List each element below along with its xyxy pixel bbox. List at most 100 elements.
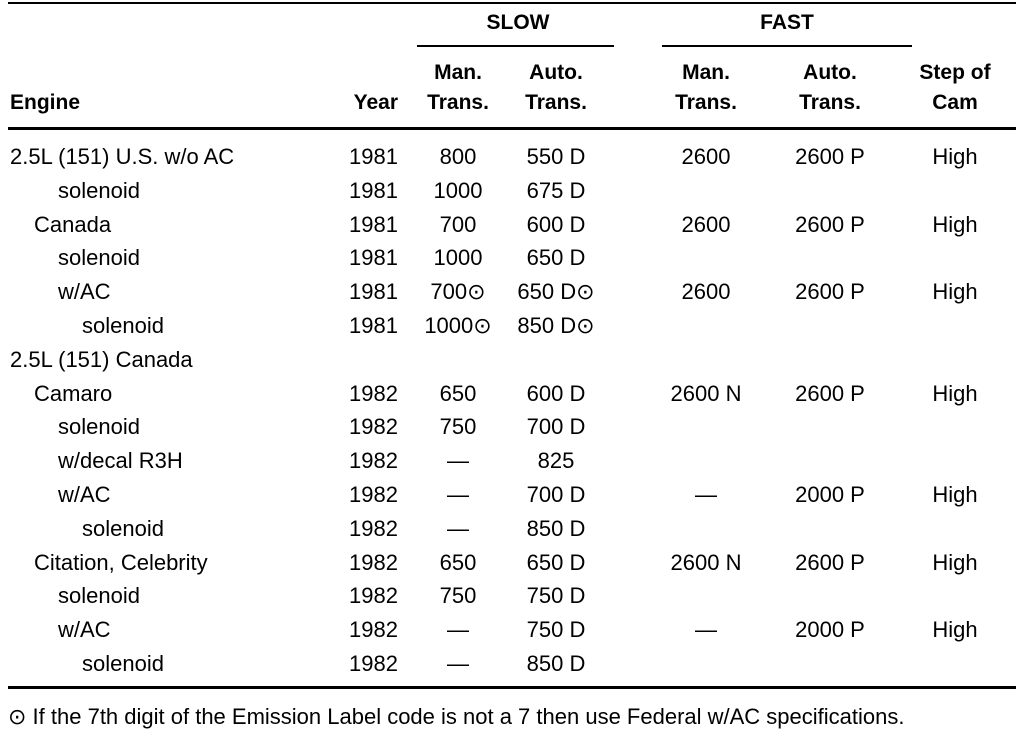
cell: 1982 [349, 617, 398, 643]
cell: 2000 P [795, 617, 865, 643]
cell: 2.5L (151) Canada [10, 346, 193, 372]
cell: 1982 [349, 482, 398, 507]
cell: Canada [34, 211, 112, 237]
cell: solenoid [82, 651, 164, 676]
cell: solenoid [82, 515, 164, 541]
group-header: FAST [760, 11, 814, 34]
cell: 1000 [433, 177, 483, 203]
cell: High [932, 380, 978, 406]
cell: 1981 [349, 245, 398, 271]
cell: 1982 [349, 651, 398, 676]
cell: 2600 P [795, 279, 865, 305]
cell: solenoid [58, 583, 140, 609]
column-header: Trans. [427, 91, 489, 114]
cell: 1982 [349, 380, 398, 406]
cell: 675 D [526, 177, 586, 203]
cell: 2000 P [795, 482, 865, 507]
cell: 1981 [349, 144, 398, 169]
cell: w/AC [58, 482, 111, 507]
cell: 800 [439, 144, 477, 169]
cell: High [932, 211, 978, 237]
cell: — [447, 515, 469, 541]
column-header: Trans. [675, 91, 737, 114]
cell: 600 D [526, 380, 586, 406]
cell: 600 D [526, 211, 586, 237]
bottom-rule [8, 686, 1016, 689]
cell: High [932, 549, 978, 575]
group-header: SLOW [486, 11, 550, 34]
cell: 750 [439, 583, 477, 609]
cell: 700 D [526, 414, 586, 440]
cell: 1982 [349, 448, 398, 474]
cell: — [695, 482, 717, 507]
top-rule [8, 2, 1016, 4]
cell: 2600 [681, 211, 731, 237]
cell: 1981 [349, 177, 398, 203]
cell: 850 D [526, 515, 586, 541]
cell: 2600 N [670, 380, 742, 406]
cell: w/decal R3H [58, 448, 183, 474]
column-header: Man. [682, 61, 730, 84]
cell: 2.5L (151) U.S. w/o AC [10, 144, 235, 169]
cell: 2600 P [795, 380, 865, 406]
cell: 1981 [349, 313, 398, 338]
cell: — [447, 482, 469, 507]
cell: High [932, 144, 978, 169]
cell: 1000 [433, 245, 483, 271]
cell: 700 [439, 211, 477, 237]
column-header: Trans. [799, 91, 861, 114]
cell: 2600 P [795, 211, 865, 237]
cell: 1982 [349, 549, 398, 575]
cell: 1982 [349, 515, 398, 541]
cell: 1982 [349, 414, 398, 440]
column-header: Man. [434, 61, 482, 84]
cell: 1000⊙ [424, 313, 492, 338]
column-header: Engine [10, 91, 81, 114]
header-rule [8, 127, 1016, 130]
cell: 750 [439, 414, 477, 440]
cell: 700⊙ [430, 279, 486, 305]
cell: — [447, 651, 469, 676]
cell: 550 D [526, 144, 586, 169]
cell: High [932, 482, 978, 507]
column-header: Auto. [803, 61, 857, 84]
cell: 1981 [349, 211, 398, 237]
cell: solenoid [58, 414, 140, 440]
cell: Citation, Celebrity [34, 549, 208, 575]
cell: 1982 [349, 583, 398, 609]
cell: w/AC [58, 279, 111, 305]
cell: — [695, 617, 717, 643]
cell: 700 D [526, 482, 586, 507]
slow-rule [417, 45, 614, 47]
cell: 2600 P [795, 549, 865, 575]
cell: 650 D⊙ [517, 279, 595, 305]
cell: High [932, 279, 978, 305]
column-header: Step of [919, 61, 991, 84]
cell: solenoid [58, 245, 140, 271]
cell: Camaro [34, 380, 113, 406]
cell: 650 [439, 380, 477, 406]
cell: 750 D [526, 617, 586, 643]
cell: w/AC [58, 617, 111, 643]
column-header: Trans. [525, 91, 587, 114]
fast-rule [662, 45, 912, 47]
footnote: ⊙ If the 7th digit of the Emission Label… [8, 704, 905, 729]
cell: solenoid [82, 313, 164, 338]
cell: 2600 P [795, 144, 865, 169]
cell: — [447, 617, 469, 643]
cell: 650 D [526, 549, 586, 575]
cell: High [932, 617, 978, 643]
cell: solenoid [58, 177, 140, 203]
column-header: Auto. [529, 61, 583, 84]
cell: 2600 [681, 279, 731, 305]
cell: 650 D [526, 245, 586, 271]
cell: 750 D [526, 583, 586, 609]
cell: 2600 [681, 144, 731, 169]
cell: 850 D⊙ [517, 313, 595, 338]
cell: 850 D [526, 651, 586, 676]
column-header: Cam [932, 91, 978, 114]
cell: 650 [439, 549, 477, 575]
cell: — [447, 448, 469, 474]
cell: 825 [537, 448, 575, 474]
